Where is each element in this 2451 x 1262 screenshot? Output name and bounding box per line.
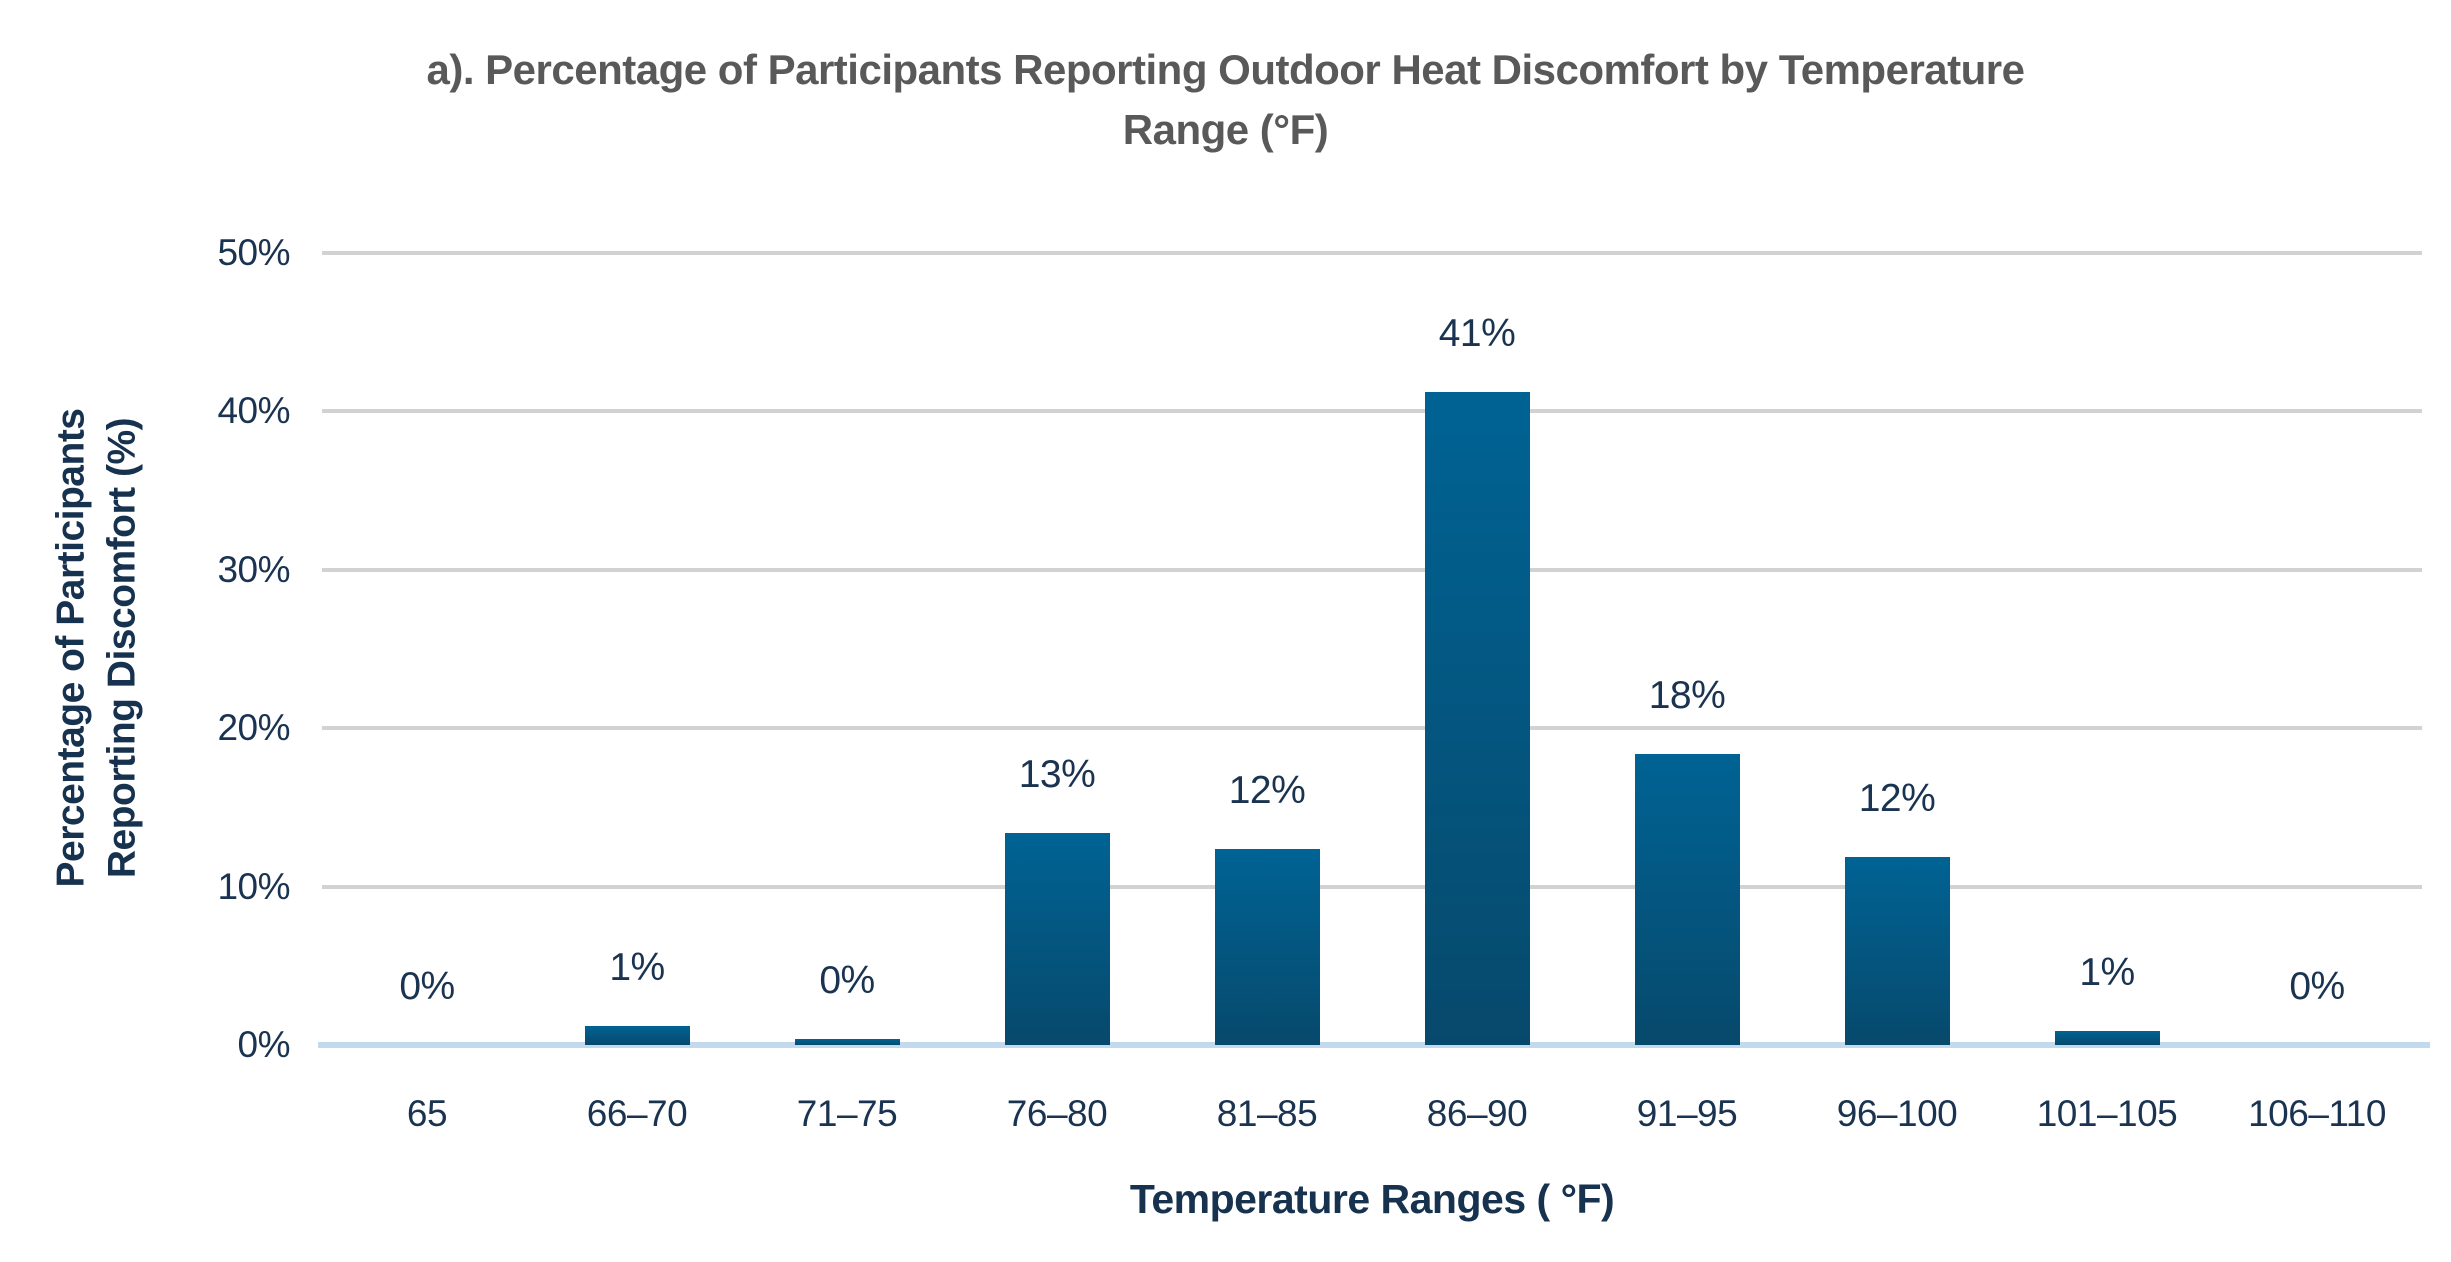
x-tick-label: 81–85 [1216,1093,1318,1134]
bar-slot: 18% [1582,253,1792,1045]
bar-value-label: 0% [2289,965,2345,1008]
x-tick-label: 66–70 [586,1093,688,1134]
y-axis-tick-labels: 0% 10% 20% 30% 40% 50% [150,232,290,1065]
bar-value-label: 1% [2079,950,2135,994]
bar-slot: 1% [2002,253,2212,1045]
bar [1004,832,1110,1045]
bar [1424,392,1530,1045]
bar [1844,856,1950,1045]
y-axis-title: Percentage of Participants Reporting Dis… [46,409,147,888]
gridline [322,726,2422,731]
gridline [322,251,2422,255]
bar-slot: 0% [742,253,952,1045]
bar-value-label: 0% [399,965,455,1008]
bar-slot: 13% [952,253,1162,1045]
y-tick-label: 30% [217,548,290,590]
x-tick-label: 71–75 [796,1093,898,1134]
x-tick-label: 91–95 [1636,1093,1738,1134]
y-tick-label: 20% [217,707,290,749]
bar-slot: 12% [1162,253,1372,1045]
x-tick-label: 65 [406,1093,448,1134]
bar-slot: 1% [532,253,742,1045]
y-axis-title-line1: Percentage of Participants [49,408,93,888]
gridline [322,884,2422,889]
bar-value-label: 13% [1018,752,1096,796]
chart-title: a). Percentage of Participants Reporting… [426,46,2025,153]
bar [794,1038,900,1045]
bar-slot: 0% [2212,253,2422,1045]
bar [1634,753,1740,1045]
bar-value-label: 12% [1228,768,1306,812]
x-tick-label: 106–110 [2248,1093,2386,1134]
bar [1214,848,1320,1045]
bar-value-label: 12% [1858,776,1936,820]
bar [2054,1030,2160,1045]
x-axis-title: Temperature Ranges ( °F) [1129,1176,1615,1222]
gridline [322,567,2422,572]
x-axis-tick-labels: 65 66–70 71–75 76–80 81–85 86–90 91–95 96–100 10… [322,1093,2422,1135]
bar-slot: 0% [322,253,532,1045]
y-tick-label: 40% [217,390,290,432]
bar-value-label: 1% [609,946,665,989]
bar-value-label: 18% [1648,673,1726,717]
x-tick-label: 76–80 [1006,1093,1108,1134]
bar-slot: 12% [1792,253,2002,1045]
plot-area: 0% 1% 0% 13% 12% 41% 18% 12% 1% 0% [318,251,2430,1048]
x-tick-label: 86–90 [1426,1093,1528,1134]
bar [584,1026,690,1045]
bar-value-label: 0% [819,958,875,1002]
x-tick-label: 101–105 [2036,1093,2178,1134]
bar-slot: 41% [1372,253,1582,1045]
gridline [322,409,2422,414]
x-tick-label: 96–100 [1836,1093,1958,1134]
y-tick-label: 0% [237,1024,291,1065]
y-axis-title-line2: Reporting Discomfort (%) [100,417,143,879]
x-axis-baseline [318,1042,2430,1048]
y-tick-label: 50% [217,232,290,273]
y-tick-label: 10% [217,865,290,907]
bar-value-label: 41% [1438,312,1516,356]
